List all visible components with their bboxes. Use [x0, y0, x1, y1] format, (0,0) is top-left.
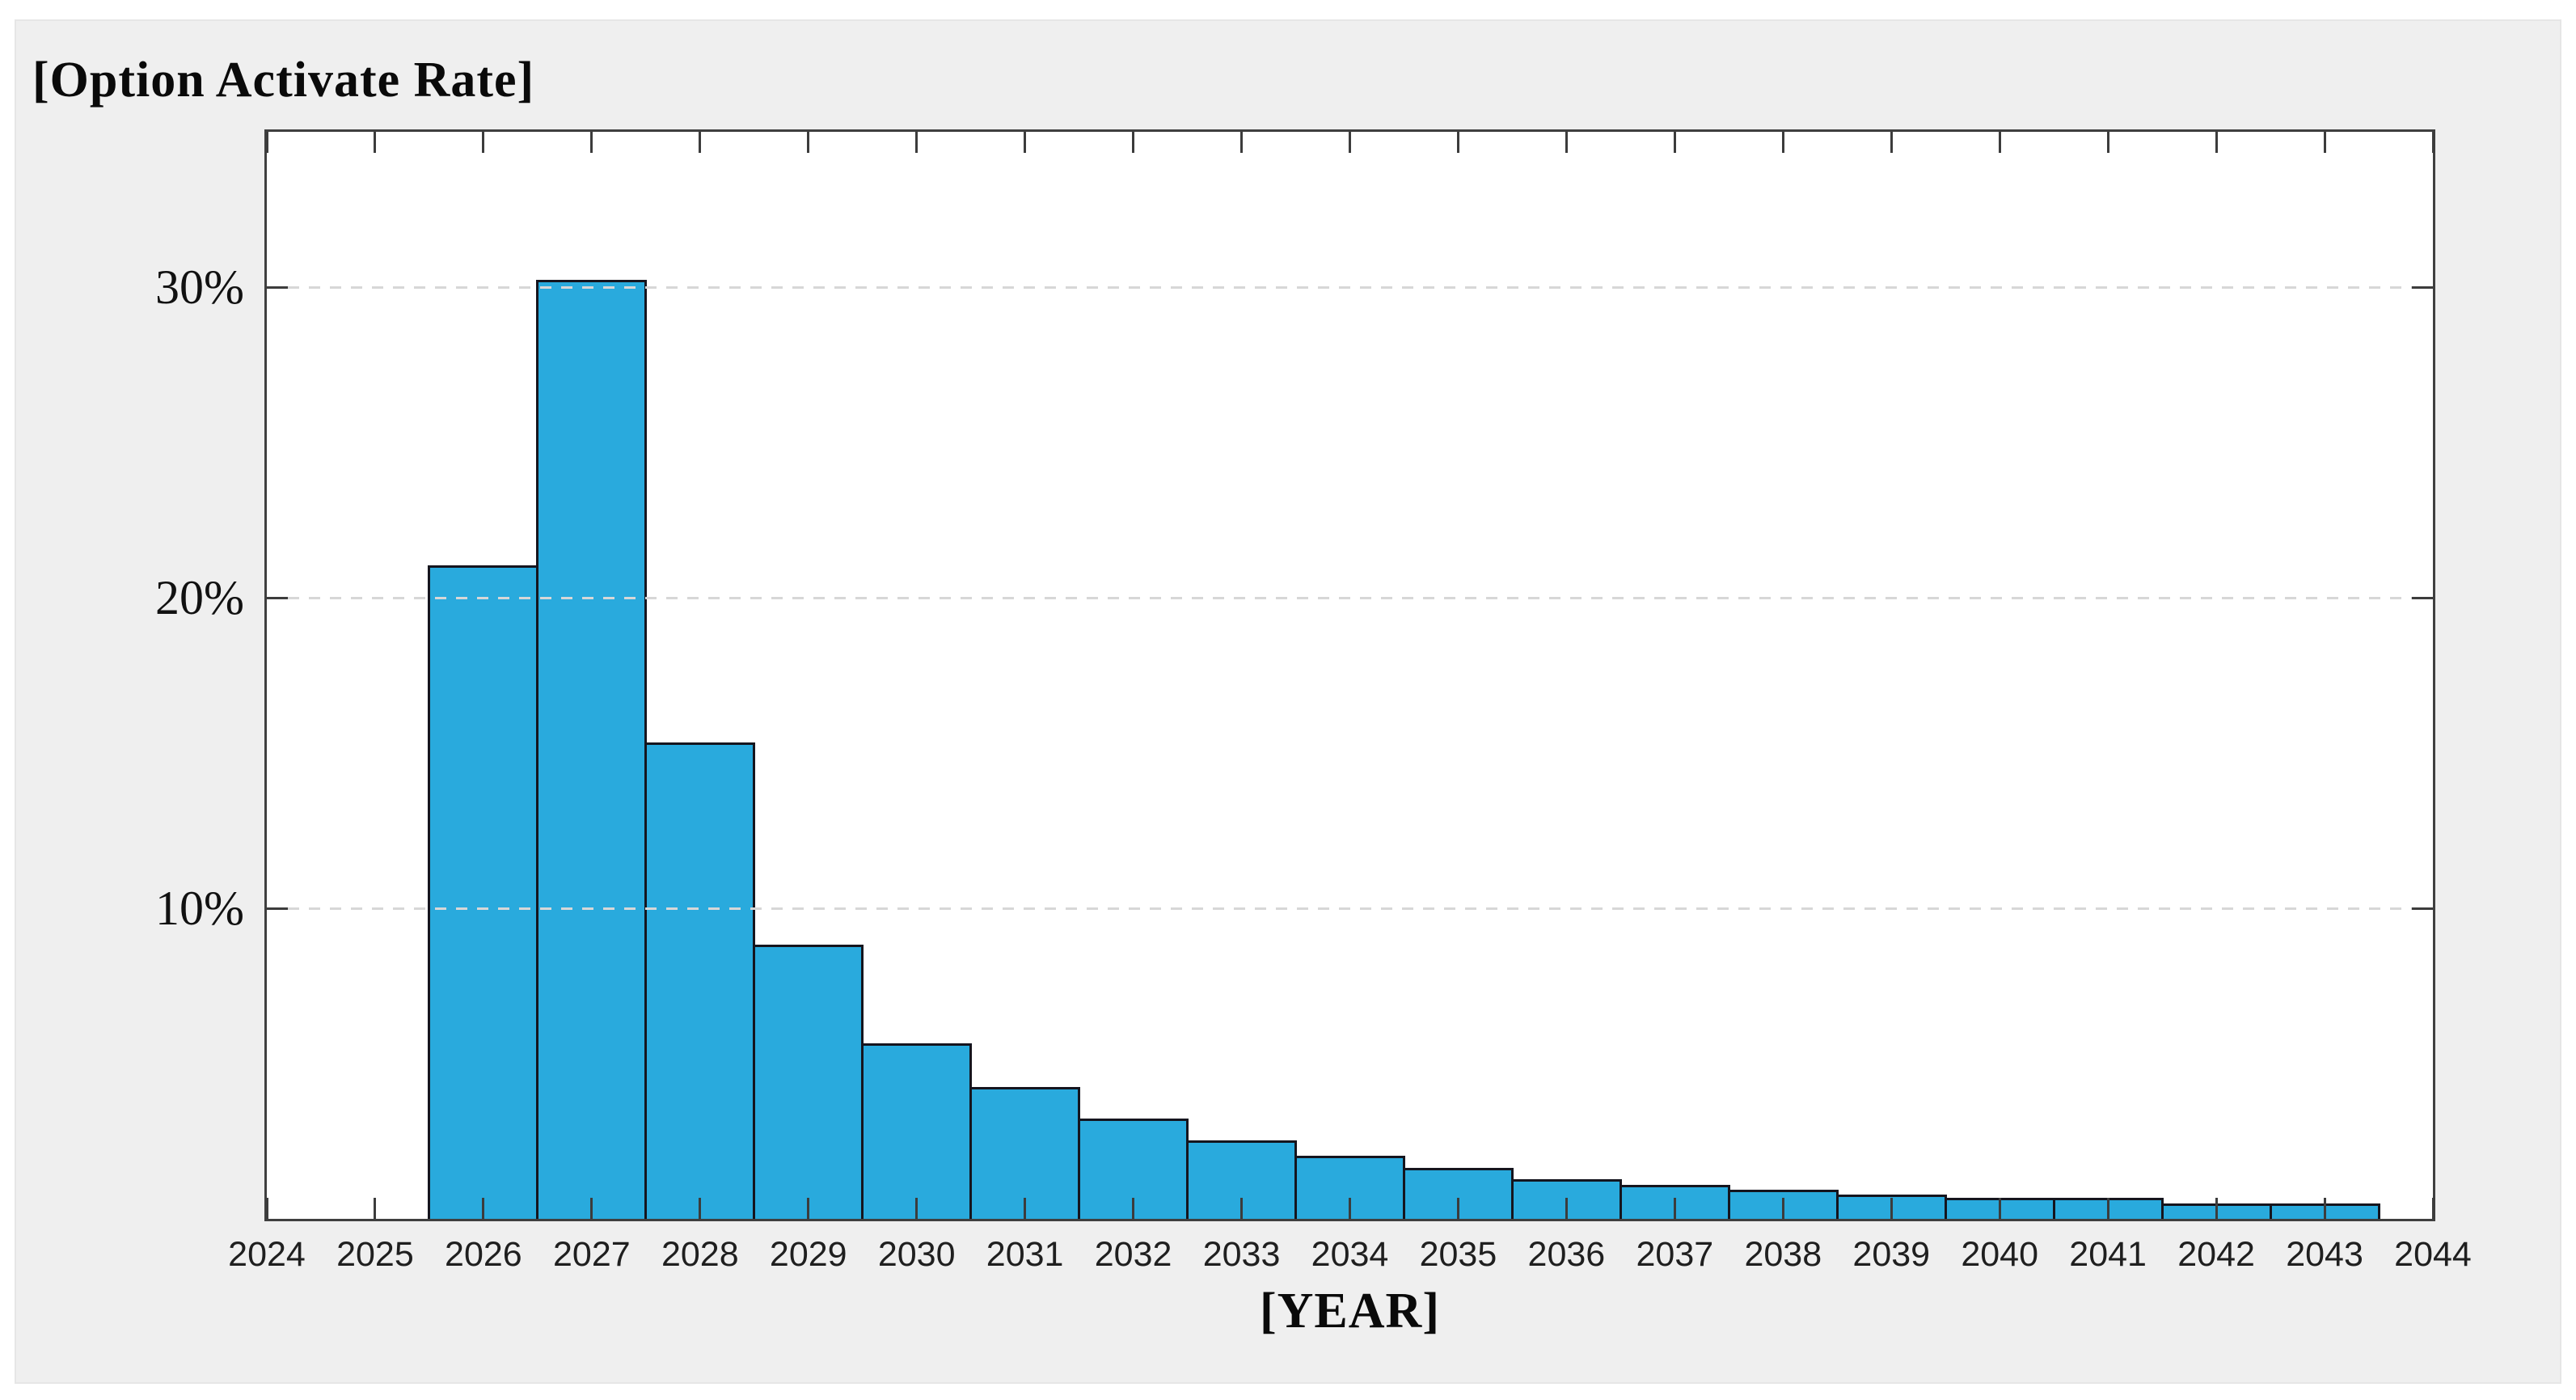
top-tick-2033 [1240, 132, 1244, 153]
top-tick-2040 [1998, 132, 2001, 153]
plot-area [264, 129, 2435, 1221]
bottom-tick-2033 [1240, 1198, 1244, 1219]
bottom-tick-2030 [915, 1198, 918, 1219]
bottom-tick-2025 [374, 1198, 377, 1219]
x-tick-label-2042: 2042 [2177, 1235, 2255, 1274]
top-tick-2038 [1781, 132, 1784, 153]
top-tick-2032 [1132, 132, 1135, 153]
x-tick-label-2029: 2029 [769, 1235, 847, 1274]
bar-2031 [969, 1087, 1081, 1219]
x-tick-label-2027: 2027 [553, 1235, 631, 1274]
left-tick-10 [267, 907, 288, 910]
left-tick-20 [267, 596, 288, 599]
bottom-tick-2042 [2215, 1198, 2218, 1219]
top-tick-2044 [2431, 132, 2435, 153]
gridline-30 [267, 285, 2433, 289]
top-tick-2036 [1565, 132, 1568, 153]
left-tick-30 [267, 285, 288, 289]
top-tick-2041 [2106, 132, 2109, 153]
x-tick-label-2043: 2043 [2286, 1235, 2363, 1274]
top-tick-2024 [265, 132, 268, 153]
top-tick-2035 [1456, 132, 1459, 153]
top-tick-2026 [482, 132, 485, 153]
x-tick-label-2031: 2031 [986, 1235, 1064, 1274]
bar-2026 [428, 565, 539, 1219]
bottom-tick-2029 [807, 1198, 810, 1219]
bar-2027 [536, 279, 648, 1219]
y-tick-label-30: 30% [155, 260, 244, 314]
right-tick-20 [2412, 596, 2433, 599]
bottom-tick-2043 [2323, 1198, 2326, 1219]
bottom-tick-2034 [1349, 1198, 1351, 1219]
ticks-layer [265, 132, 2435, 1219]
x-tick-label-2034: 2034 [1311, 1235, 1389, 1274]
bars-layer [267, 132, 2433, 1219]
x-tick-label-2037: 2037 [1636, 1235, 1714, 1274]
bottom-tick-2027 [590, 1198, 593, 1219]
top-tick-2042 [2215, 132, 2218, 153]
x-axis-title: [YEAR] [1260, 1284, 1440, 1339]
x-tick-label-2028: 2028 [661, 1235, 739, 1274]
x-tick-label-2039: 2039 [1852, 1235, 1931, 1274]
bottom-tick-2044 [2431, 1198, 2435, 1219]
bottom-tick-2031 [1024, 1198, 1027, 1219]
bottom-tick-2024 [265, 1198, 268, 1219]
bar-2029 [753, 944, 864, 1219]
bottom-tick-2041 [2106, 1198, 2109, 1219]
top-tick-2028 [699, 132, 702, 153]
top-tick-2043 [2323, 132, 2326, 153]
top-tick-2031 [1024, 132, 1027, 153]
x-tick-label-2024: 2024 [228, 1235, 306, 1274]
x-tick-label-2040: 2040 [1961, 1235, 2039, 1274]
bottom-tick-2035 [1456, 1198, 1459, 1219]
y-tick-label-20: 20% [155, 571, 244, 624]
x-tick-label-2026: 2026 [445, 1235, 522, 1274]
x-tick-label-2036: 2036 [1527, 1235, 1606, 1274]
x-tick-label-2044: 2044 [2394, 1235, 2472, 1274]
x-tick-label-2033: 2033 [1202, 1235, 1281, 1274]
right-tick-10 [2412, 907, 2433, 910]
bottom-tick-2036 [1565, 1198, 1568, 1219]
bottom-tick-2038 [1781, 1198, 1784, 1219]
x-tick-label-2041: 2041 [2069, 1235, 2147, 1274]
bar-2028 [644, 742, 756, 1219]
bottom-tick-2026 [482, 1198, 485, 1219]
bottom-tick-2040 [1998, 1198, 2001, 1219]
x-tick-label-2030: 2030 [877, 1235, 956, 1274]
grid-layer [267, 132, 2433, 1219]
gridline-20 [267, 596, 2433, 599]
x-tick-label-2025: 2025 [336, 1235, 414, 1274]
top-tick-2025 [374, 132, 377, 153]
y-tick-label-10: 10% [155, 882, 244, 935]
gridline-10 [267, 907, 2433, 910]
chart-title: [Option Activate Rate] [32, 53, 535, 108]
bar-2033 [1186, 1140, 1297, 1219]
top-tick-2034 [1349, 132, 1351, 153]
bottom-tick-2028 [699, 1198, 702, 1219]
bottom-tick-2032 [1132, 1198, 1135, 1219]
top-tick-2039 [1890, 132, 1893, 153]
top-tick-2027 [590, 132, 593, 153]
bottom-tick-2037 [1673, 1198, 1676, 1219]
right-tick-30 [2412, 285, 2433, 289]
bar-2030 [861, 1043, 973, 1219]
x-tick-label-2032: 2032 [1094, 1235, 1172, 1274]
x-tick-label-2035: 2035 [1419, 1235, 1497, 1274]
top-tick-2029 [807, 132, 810, 153]
x-tick-label-2038: 2038 [1744, 1235, 1822, 1274]
bottom-tick-2039 [1890, 1198, 1893, 1219]
top-tick-2037 [1673, 132, 1676, 153]
top-tick-2030 [915, 132, 918, 153]
